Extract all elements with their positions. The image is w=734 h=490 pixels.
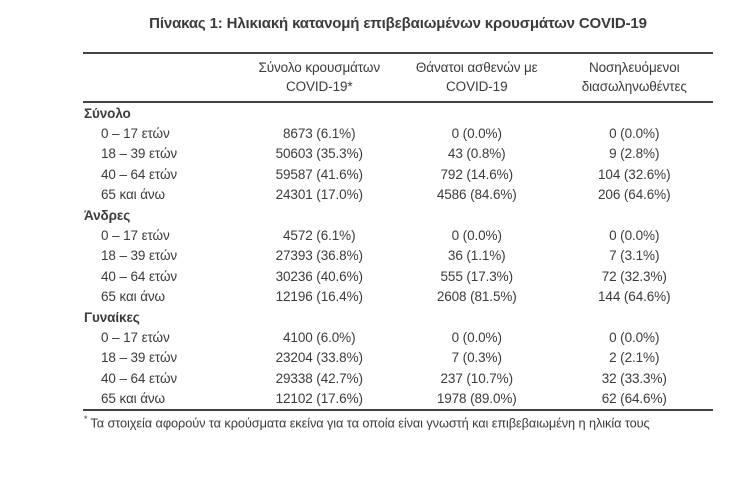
header-deaths: Θάνατοι ασθενών με COVID-19 <box>398 53 556 103</box>
age-group-cell: 40 – 64 ετών <box>101 268 178 284</box>
header-line: COVID-19* <box>285 79 353 94</box>
intubated-cell: 32 (33.3%) <box>601 370 667 386</box>
intubated-cell: 62 (64.6%) <box>601 391 667 407</box>
deaths-cell: 4586 (84.6%) <box>436 187 517 203</box>
cases-cell: 27393 (36.8%) <box>275 248 363 264</box>
section-header-label: Σύνολο <box>84 105 131 121</box>
cases-cell: 4100 (6.0%) <box>283 329 356 345</box>
cases-cell: 50603 (35.3%) <box>275 146 363 162</box>
deaths-cell: 237 (10.7%) <box>440 370 514 386</box>
age-group-cell: 65 και άνω <box>101 391 166 407</box>
cases-cell: 4572 (6.1%) <box>283 228 356 244</box>
age-group-cell: 0 – 17 ετών <box>101 228 170 244</box>
age-group-cell: 18 – 39 ετών <box>101 146 178 162</box>
empty-cell <box>241 102 399 123</box>
section-header-row: Γυναίκες <box>83 307 713 327</box>
covid-age-distribution-table: Σύνολο κρουσμάτων COVID-19* Θάνατοι ασθε… <box>83 52 713 430</box>
section-header-row: Άνδρες <box>83 205 713 225</box>
cases-cell: 29338 (42.7%) <box>275 370 363 386</box>
header-line: διασωληνωθέντες <box>581 79 687 94</box>
intubated-cell: 104 (32.6%) <box>598 166 671 182</box>
intubated-cell: 0 (0.0%) <box>609 329 660 345</box>
empty-cell <box>398 205 556 225</box>
cases-cell: 12196 (16.4%) <box>275 289 363 305</box>
data-table: Σύνολο κρουσμάτων COVID-19* Θάνατοι ασθε… <box>83 52 713 411</box>
section-header-label: Γυναίκες <box>84 309 140 325</box>
deaths-cell: 0 (0.0%) <box>451 329 502 345</box>
table-row: 0 – 17 ετών 4572 (6.1%) 0 (0.0%) 0 (0.0%) <box>83 225 713 245</box>
table-body: Σύνολο 0 – 17 ετών 8673 (6.1%) 0 (0.0%) 0 (0… <box>83 102 713 410</box>
cases-cell: 24301 (17.0%) <box>275 187 363 203</box>
empty-cell <box>556 205 714 225</box>
table-header: Σύνολο κρουσμάτων COVID-19* Θάνατοι ασθε… <box>83 53 713 103</box>
table-row: 0 – 17 ετών 8673 (6.1%) 0 (0.0%) 0 (0.0%) <box>83 123 713 143</box>
deaths-cell: 555 (17.3%) <box>440 268 514 284</box>
age-group-cell: 0 – 17 ετών <box>101 329 170 345</box>
footnote-asterisk: * <box>84 413 88 424</box>
table-row: 18 – 39 ετών 23204 (33.8%) 7 (0.3%) 2 (2.1%… <box>83 348 713 368</box>
intubated-cell: 0 (0.0%) <box>609 126 660 142</box>
table-row: 65 και άνω 12102 (17.6%) 1978 (89.0%) 62 (6… <box>83 388 713 409</box>
intubated-cell: 7 (3.1%) <box>609 248 660 264</box>
empty-cell <box>241 307 399 327</box>
empty-cell <box>241 205 399 225</box>
table-row: 65 και άνω 12196 (16.4%) 2608 (81.5%) 144 (… <box>83 287 713 307</box>
deaths-cell: 36 (1.1%) <box>447 248 506 264</box>
deaths-cell: 43 (0.8%) <box>447 146 506 162</box>
table-footnote: * Τα στοιχεία αφορούν τα κρούσματα εκείνα… <box>83 414 713 430</box>
table-row: 40 – 64 ετών 59587 (41.6%) 792 (14.6%) 104 … <box>83 164 713 184</box>
age-group-cell: 65 και άνω <box>101 289 166 305</box>
table-row: 0 – 17 ετών 4100 (6.0%) 0 (0.0%) 0 (0.0%) <box>83 327 713 347</box>
deaths-cell: 2608 (81.5%) <box>436 289 517 305</box>
age-group-cell: 40 – 64 ετών <box>101 370 178 386</box>
empty-cell <box>398 307 556 327</box>
table-row: 18 – 39 ετών 27393 (36.8%) 36 (1.1%) 7 (3.1… <box>83 246 713 266</box>
table-row: 40 – 64 ετών 29338 (42.7%) 237 (10.7%) 32 (… <box>83 368 713 388</box>
header-intubated: Νοσηλευόμενοι διασωληνωθέντες <box>555 53 713 103</box>
cases-cell: 12102 (17.6%) <box>275 391 363 407</box>
deaths-cell: 0 (0.0%) <box>451 126 502 142</box>
header-empty-cell <box>83 53 241 103</box>
age-group-cell: 18 – 39 ετών <box>101 248 178 264</box>
cases-cell: 8673 (6.1%) <box>283 126 356 142</box>
table-title: Πίνακας 1: Ηλικιακή κατανομή επιβεβαιωμέ… <box>149 15 647 32</box>
deaths-cell: 7 (0.3%) <box>451 350 502 366</box>
intubated-cell: 0 (0.0%) <box>609 228 660 244</box>
cases-cell: 23204 (33.8%) <box>275 350 363 366</box>
intubated-cell: 206 (64.6%) <box>598 187 671 203</box>
age-group-cell: 65 και άνω <box>101 187 166 203</box>
intubated-cell: 2 (2.1%) <box>609 350 660 366</box>
section-header-row: Σύνολο <box>83 102 713 123</box>
age-group-cell: 0 – 17 ετών <box>101 126 170 142</box>
intubated-cell: 9 (2.8%) <box>609 146 660 162</box>
deaths-cell: 1978 (89.0%) <box>436 391 517 407</box>
age-group-cell: 40 – 64 ετών <box>101 166 178 182</box>
empty-cell <box>556 102 714 123</box>
deaths-cell: 792 (14.6%) <box>440 166 514 182</box>
table-row: 40 – 64 ετών 30236 (40.6%) 555 (17.3%) 72 (… <box>83 266 713 286</box>
age-group-cell: 18 – 39 ετών <box>101 350 178 366</box>
header-line: Σύνολο κρουσμάτων <box>258 60 380 75</box>
empty-cell <box>398 102 556 123</box>
header-line: Νοσηλευόμενοι <box>588 60 680 75</box>
intubated-cell: 144 (64.6%) <box>598 289 671 305</box>
table-row: 18 – 39 ετών 50603 (35.3%) 43 (0.8%) 9 (2.8… <box>83 144 713 164</box>
table-row: 65 και άνω 24301 (17.0%) 4586 (84.6%) 206 (… <box>83 185 713 205</box>
header-row: Σύνολο κρουσμάτων COVID-19* Θάνατοι ασθε… <box>83 53 713 103</box>
footnote-text: Τα στοιχεία αφορούν τα κρούσματα εκείνα … <box>90 415 650 431</box>
cases-cell: 30236 (40.6%) <box>275 268 363 284</box>
intubated-cell: 72 (32.3%) <box>601 268 667 284</box>
empty-cell <box>556 307 714 327</box>
header-line: COVID-19 <box>446 79 508 94</box>
header-total-cases: Σύνολο κρουσμάτων COVID-19* <box>240 53 398 103</box>
cases-cell: 59587 (41.6%) <box>275 166 363 182</box>
deaths-cell: 0 (0.0%) <box>451 228 502 244</box>
section-header-label: Άνδρες <box>84 207 131 223</box>
header-line: Θάνατοι ασθενών με <box>415 60 538 75</box>
